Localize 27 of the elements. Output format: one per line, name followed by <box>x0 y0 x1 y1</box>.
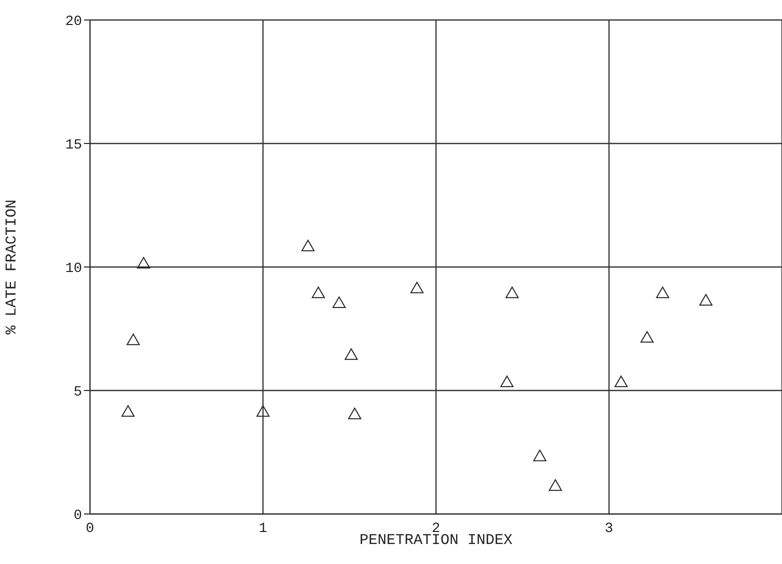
x-tick-label: 1 <box>258 520 268 537</box>
point <box>121 405 135 417</box>
point <box>640 331 654 343</box>
y-tick-label: 0 <box>74 508 82 524</box>
y-tick-label: 5 <box>74 384 82 400</box>
point <box>348 408 362 420</box>
point <box>301 240 315 252</box>
x-tick-label: 3 <box>604 520 614 537</box>
point <box>126 334 140 346</box>
point <box>506 286 519 298</box>
point <box>344 348 358 360</box>
point <box>533 450 546 462</box>
y-tick-label: 10 <box>65 260 82 277</box>
point <box>410 282 424 294</box>
y-tick-label: 15 <box>65 137 82 154</box>
point <box>699 294 712 306</box>
y-tick-label: 20 <box>65 14 82 30</box>
point <box>500 376 514 388</box>
point <box>656 286 670 298</box>
point <box>548 479 562 491</box>
point <box>312 286 325 298</box>
x-tick-label: 0 <box>86 520 94 537</box>
point <box>137 257 150 269</box>
point <box>614 376 628 388</box>
point <box>332 296 346 308</box>
point <box>256 405 270 417</box>
y-axis-title: % LATE FRACTION <box>3 199 20 335</box>
